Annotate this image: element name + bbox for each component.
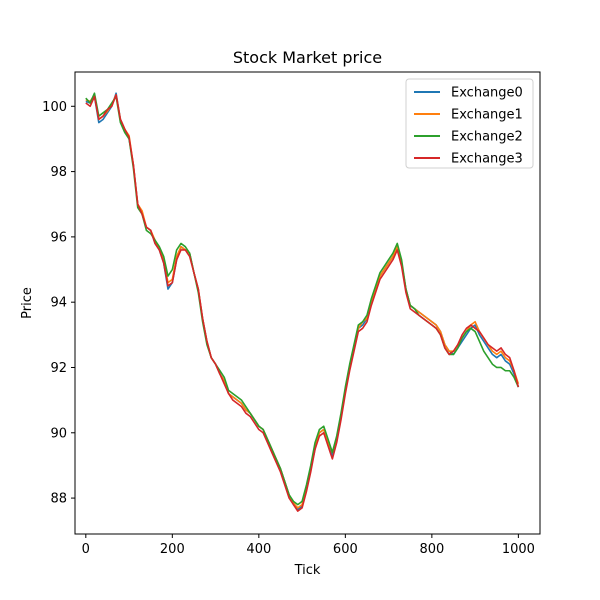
legend: Exchange0 Exchange1 Exchange2 Exchange3 [405, 78, 534, 169]
series-line-exchange3 [85, 94, 520, 512]
legend-box [405, 78, 534, 169]
x-tick-label: 0 [82, 542, 90, 557]
x-tick-label: 400 [246, 542, 271, 557]
plot-lines [85, 92, 520, 512]
x-axis-ticks: 0 200 400 600 800 1000 [82, 534, 535, 557]
legend-label: Exchange1 [451, 108, 523, 123]
y-axis-label: Price [20, 287, 35, 319]
x-tick-label: 600 [333, 542, 358, 557]
x-axis-label: Tick [294, 563, 321, 578]
chart-title: Stock Market price [233, 48, 382, 67]
y-tick-label: 94 [50, 296, 67, 311]
x-tick-label: 800 [419, 542, 444, 557]
plot-frame [74, 71, 541, 535]
legend-label: Exchange0 [451, 86, 523, 101]
y-tick-label: 98 [50, 165, 67, 180]
y-axis-ticks: 88 90 92 94 96 98 100 [42, 100, 75, 507]
y-tick-label: 100 [42, 100, 67, 115]
y-tick-label: 96 [50, 230, 67, 245]
x-tick-label: 200 [160, 542, 185, 557]
y-tick-label: 92 [50, 361, 67, 376]
y-tick-label: 88 [50, 492, 67, 507]
legend-label: Exchange2 [451, 130, 523, 145]
legend-label: Exchange3 [451, 152, 523, 167]
y-tick-label: 90 [50, 426, 67, 441]
x-tick-label: 1000 [502, 542, 535, 557]
